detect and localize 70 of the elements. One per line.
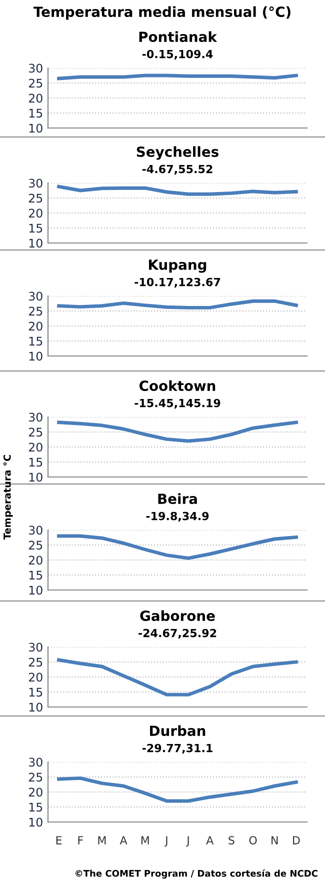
y-tick-label: 30 [29, 642, 42, 652]
y-tick-label: 20 [28, 322, 42, 331]
y-tick-label: 25 [28, 78, 42, 88]
chart-title: Durban [150, 725, 206, 736]
y-tick-label: 20 [28, 556, 42, 565]
y-tick-label: 15 [29, 688, 42, 697]
y-tick-label: 15 [29, 802, 42, 812]
y-tick-label: 25 [28, 306, 42, 316]
y-tick-label: 10 [29, 238, 42, 248]
y-tick-label: 10 [29, 818, 42, 827]
x-tick-label: F [78, 836, 83, 844]
y-tick-label: 15 [29, 336, 42, 346]
y-tick-label: 25 [28, 194, 42, 203]
chart-title: Gaborone [140, 610, 215, 622]
y-axis-title: Temperatura °C [3, 454, 13, 540]
text: Temperatura media mensual (°C) [33, 6, 290, 20]
line-series [57, 299, 298, 310]
line-series [57, 658, 298, 696]
line-series [57, 420, 298, 443]
y-tick-label: 10 [29, 472, 42, 482]
chart-subtitle: -19.8,34.9 [146, 512, 209, 522]
y-tick-label: 15 [29, 224, 42, 233]
x-tick-label: S [228, 836, 234, 844]
chart-title: Kupang [149, 260, 206, 273]
y-tick-label: 25 [28, 428, 42, 437]
y-tick-label: 10 [29, 586, 42, 595]
chart-title: Pontianak [139, 31, 218, 42]
x-tick-label: M [98, 836, 106, 844]
chart-subtitle: -24.67,25.92 [138, 628, 216, 639]
chart-title: Cooktown [139, 380, 216, 392]
y-tick-label: 25 [28, 772, 42, 782]
x-tick-label: E [56, 836, 62, 844]
line-series [57, 184, 298, 196]
line-series [57, 534, 298, 560]
chart-subtitle: -10.17,123.67 [134, 278, 220, 288]
y-tick-label: 30 [29, 178, 42, 188]
y-tick-label: 30 [29, 412, 42, 422]
x-tick-label: D [293, 836, 300, 844]
y-tick-label: 20 [28, 94, 42, 103]
line-series [57, 776, 298, 803]
x-tick-label: J [186, 836, 189, 847]
y-tick-label: 30 [29, 526, 42, 535]
x-tick-label: M [141, 836, 149, 844]
chart-subtitle: -0.15,109.4 [142, 50, 213, 60]
y-tick-label: 20 [28, 672, 42, 682]
y-tick-label: 30 [29, 758, 42, 767]
x-tick-label: J [164, 836, 168, 847]
y-tick-label: 30 [29, 292, 42, 301]
y-tick-label: 25 [28, 658, 42, 667]
y-tick-label: 20 [28, 208, 42, 218]
y-tick-label: 30 [29, 64, 42, 73]
y-tick-label: 10 [29, 702, 42, 712]
x-tick-label: O [249, 836, 257, 844]
x-tick-label: N [272, 836, 278, 844]
y-tick-label: 10 [29, 124, 42, 133]
y-tick-label: 20 [28, 442, 42, 452]
x-tick-label: A [120, 836, 128, 844]
chart-subtitle: -29.77,31.1 [142, 744, 212, 754]
x-tick-label: A [206, 836, 214, 844]
y-tick-label: 15 [29, 458, 42, 467]
chart-subtitle: -15.45,145.19 [134, 398, 220, 409]
y-tick-label: 15 [29, 108, 42, 118]
chart-title: Seychelles [136, 146, 218, 160]
text: ©The COMET Program / Datos cortesía de NCDC [76, 869, 318, 879]
y-tick-label: 20 [28, 788, 42, 797]
y-tick-label: 10 [29, 352, 42, 361]
y-tick-label: 25 [28, 540, 42, 550]
y-tick-label: 15 [29, 570, 42, 580]
chart-title: Beira [158, 493, 197, 504]
chart-subtitle: -4.67,55.52 [142, 164, 212, 175]
